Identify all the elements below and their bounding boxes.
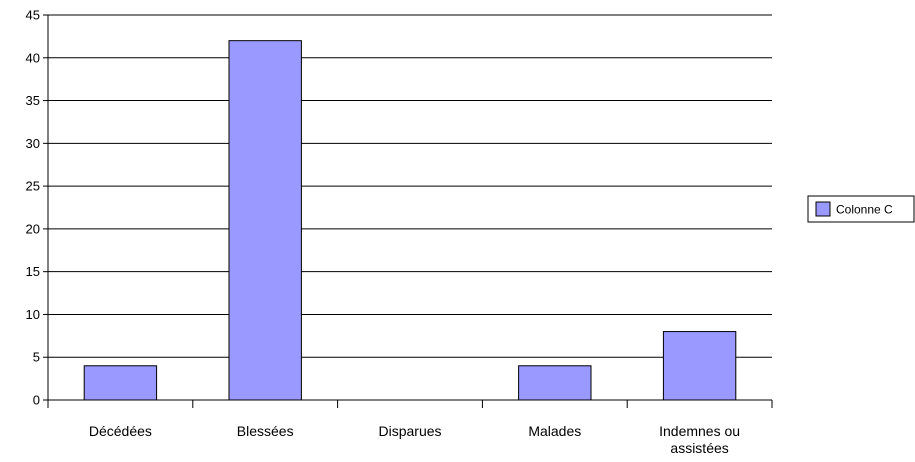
x-tick-label: Malades	[528, 423, 581, 439]
y-tick-label: 40	[26, 50, 40, 65]
x-tick-label: Disparues	[378, 423, 441, 439]
bar	[662, 331, 737, 401]
legend-swatch	[815, 201, 831, 217]
bar	[83, 365, 158, 401]
bars	[83, 40, 737, 401]
bar	[228, 40, 302, 401]
x-tick-label: Blessées	[237, 423, 294, 439]
y-tick-label: 15	[26, 264, 40, 279]
bar	[518, 365, 592, 401]
y-tick-label: 20	[26, 221, 40, 236]
x-tick-label: Indemnes ou assistées	[659, 423, 740, 456]
legend: Colonne C	[807, 195, 915, 223]
y-tick-label: 30	[26, 136, 40, 151]
x-tick-labels: Décédées Blessées Disparues Malades Indemnes…	[89, 423, 740, 456]
legend-label: Colonne C	[836, 203, 893, 217]
y-tick-label: 45	[26, 8, 40, 23]
y-tick-label: 0	[33, 393, 40, 408]
y-tick-label: 25	[26, 179, 40, 194]
x-tick-label: Décédées	[89, 423, 152, 439]
y-tick-label: 5	[33, 350, 40, 365]
y-tick-label: 10	[26, 307, 40, 322]
y-tick-labels: 0 5 10 15 20 25 30 35 40 45	[26, 8, 40, 408]
y-tick-label: 35	[26, 93, 40, 108]
axes	[43, 14, 773, 408]
gridlines	[48, 14, 772, 358]
